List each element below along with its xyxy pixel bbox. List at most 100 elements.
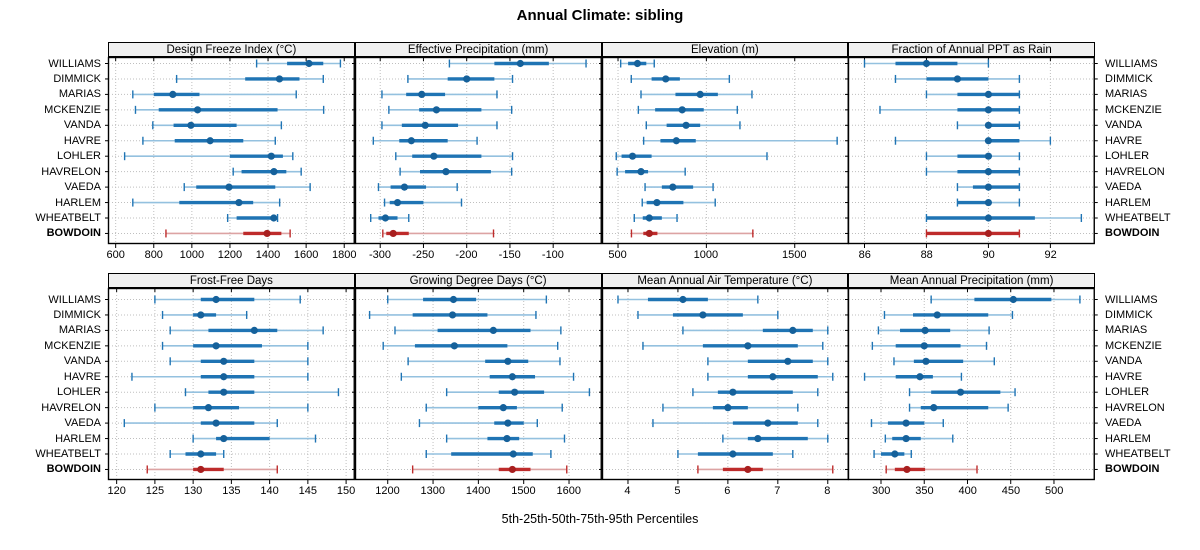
site-label: MCKENZIE — [44, 339, 101, 352]
percentile-row — [641, 198, 716, 207]
x-tick-label: 1200 — [217, 249, 243, 261]
percentile-row — [630, 74, 730, 83]
site-label: WHEATBELT — [35, 212, 101, 224]
site-labels-right: WILLIAMS DIMMICK MARIAS MCKENZIE VANDA HAVRE L… — [1099, 57, 1200, 244]
x-tick-label: 92 — [1044, 249, 1057, 261]
panel-growing-degree-days-c: Growing Degree Days (°C) 1200 1300 1400 1500… — [351, 273, 605, 498]
percentile-row — [386, 295, 547, 304]
site-label: WHEATBELT — [35, 448, 101, 460]
percentile-row — [418, 419, 538, 428]
x-tick-label: 350 — [915, 485, 934, 497]
site-label: HAVRE — [1105, 370, 1143, 383]
site-label: VAEDA — [1105, 417, 1142, 430]
percentile-row — [871, 341, 988, 350]
x-tick-label: 1000 — [179, 249, 205, 261]
panel-strip-label: Effective Precipitation (mm) — [354, 42, 602, 57]
percentile-row — [165, 229, 291, 238]
percentile-row — [630, 229, 754, 238]
site-label: MARIAS — [1105, 324, 1148, 337]
x-tick-label: 88 — [920, 249, 933, 261]
site-label: WHEATBELT — [1105, 448, 1171, 460]
percentile-row — [721, 434, 828, 443]
site-label: WHEATBELT — [1105, 212, 1171, 224]
site-label: VAEDA — [64, 417, 101, 430]
percentile-row — [161, 310, 248, 319]
x-tick-label: -250 — [412, 249, 435, 261]
site-label: HAVRELON — [41, 401, 101, 414]
percentile-row — [380, 90, 498, 99]
percentile-row — [873, 450, 913, 458]
x-tick-label: 7 — [774, 485, 781, 497]
site-label: DIMMICK — [53, 72, 101, 85]
site-label: HAVRE — [63, 370, 101, 383]
site-label: VANDA — [1105, 355, 1143, 368]
percentile-row — [380, 121, 498, 130]
percentile-row — [372, 136, 478, 145]
percentile-row — [884, 434, 954, 443]
panel-frost-free-days: Frost-Free Days 120 125 130 135 140 145 150 — [105, 273, 358, 498]
percentile-row — [131, 372, 309, 381]
percentile-row — [956, 183, 1021, 192]
percentile-row — [377, 183, 458, 192]
site-label: WILLIAMS — [48, 57, 101, 70]
percentile-row — [926, 214, 1083, 222]
site-label: WILLIAMS — [48, 293, 101, 306]
x-tick-label: 125 — [145, 485, 165, 497]
percentile-row — [895, 136, 1052, 145]
x-tick-label: 450 — [1001, 485, 1021, 497]
site-label: HAVRELON — [1105, 165, 1165, 178]
x-axis: 86 88 90 92 — [848, 249, 1095, 265]
percentile-row — [893, 357, 996, 366]
percentile-row — [885, 465, 978, 474]
percentile-row — [926, 90, 1021, 99]
panel-strip-label: Frost-Free Days — [108, 273, 355, 288]
x-tick-label: 6 — [724, 485, 731, 497]
site-label: DIMMICK — [1105, 72, 1153, 85]
percentile-row — [142, 136, 276, 145]
percentile-row — [956, 198, 1021, 207]
percentile-row — [382, 341, 559, 350]
x-axis: 600 800 1000 1200 1400 1600 1800 — [106, 249, 356, 265]
site-label: HAVRE — [1105, 134, 1143, 147]
percentile-row — [175, 74, 324, 83]
x-tick-label: -300 — [368, 249, 391, 261]
panel-effective-precipitation-mm: Effective Precipitation (mm) -300 -250 -200… — [351, 42, 605, 265]
site-label: BOWDOIN — [46, 227, 101, 240]
panel-mean-annual-precipitation-mm: Mean Annual Precipitation (mm) 300 350 400 4… — [845, 273, 1098, 498]
percentile-row — [425, 403, 563, 412]
percentile-row — [425, 450, 552, 458]
percentile-row — [406, 74, 513, 83]
percentile-row — [637, 105, 738, 114]
percentile-row — [169, 357, 309, 366]
x-tick-label: 8 — [824, 485, 831, 497]
percentile-row — [706, 357, 828, 366]
site-label: VAEDA — [1105, 181, 1142, 194]
x-axis: 4 5 6 7 8 — [602, 485, 849, 501]
x-tick-label: 135 — [222, 485, 241, 497]
site-label: MARIAS — [1105, 88, 1148, 101]
site-label: HAVRELON — [1105, 401, 1165, 414]
site-label: VANDA — [63, 119, 101, 132]
percentile-row — [154, 403, 309, 412]
percentile-row — [864, 372, 963, 381]
site-label: LOHLER — [1105, 386, 1150, 399]
x-tick-label: 1500 — [511, 485, 536, 497]
site-label: BOWDOIN — [1105, 227, 1160, 240]
site-label: MARIAS — [58, 88, 101, 101]
percentile-row — [411, 465, 568, 474]
x-tick-label: 120 — [107, 485, 126, 497]
site-label: MCKENZIE — [1105, 339, 1162, 352]
percentile-row — [255, 59, 342, 68]
percentile-row — [369, 214, 410, 222]
site-label: HARLEM — [55, 432, 101, 445]
percentile-row — [877, 326, 991, 335]
x-tick-label: 1300 — [420, 485, 446, 497]
x-axis: -300 -250 -200 -150 -100 — [355, 249, 602, 265]
site-label: HARLEM — [1105, 196, 1151, 209]
percentile-row — [226, 214, 279, 222]
percentile-row — [696, 465, 833, 474]
percentile-row — [926, 152, 1021, 161]
percentile-row — [192, 434, 317, 443]
percentile-row — [642, 136, 838, 145]
x-tick-label: 1600 — [293, 249, 319, 261]
